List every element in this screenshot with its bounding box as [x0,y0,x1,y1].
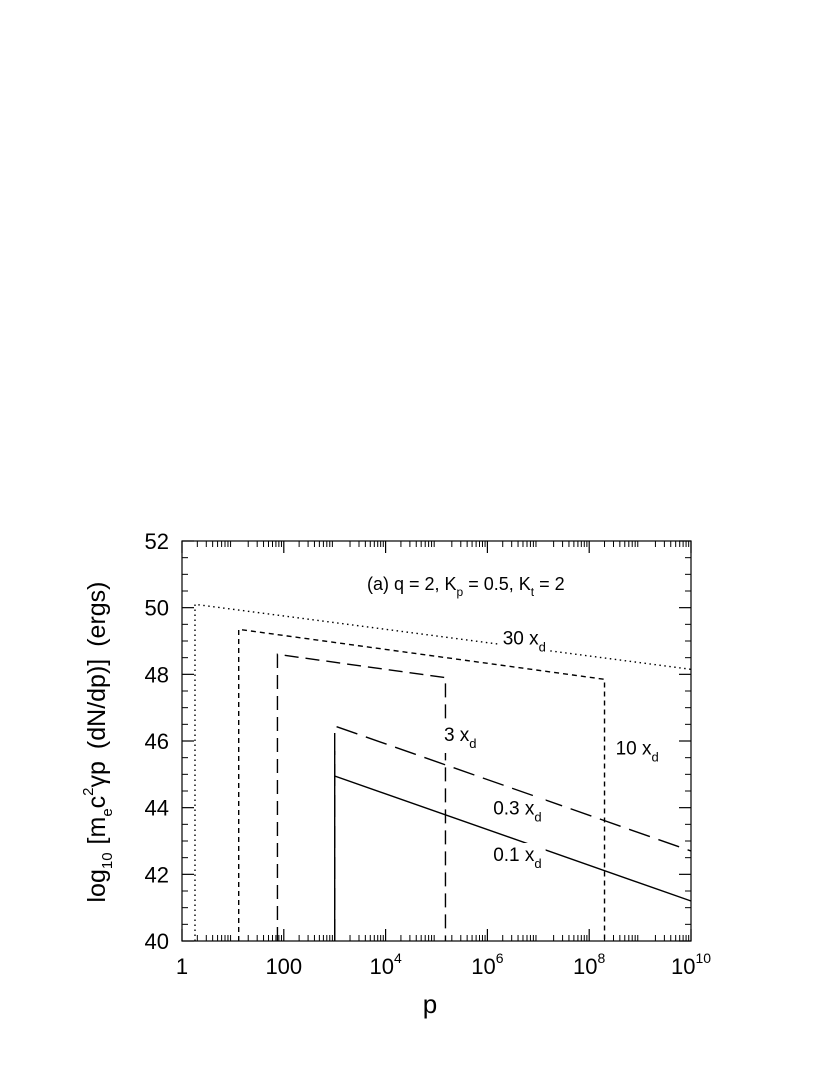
annotation-suffix: = 2 [534,574,565,594]
minor-ticks [182,541,691,941]
y-axis-label: log10 [mec2γp (dN/dp)] (ergs) [80,581,116,902]
series-label-bg [439,723,481,753]
y-tick-label: 40 [145,929,169,954]
y-tick-label: 42 [145,862,169,887]
y-tick-label: 52 [145,529,169,554]
y-label-log-sub: 10 [99,852,116,869]
y-label-units: (ergs) [83,581,111,646]
y-label-gamma-p: γp [83,761,111,787]
series-line-4 [194,603,692,941]
series-label-1: 0.3 xd [493,798,541,824]
x-tick-label: 104 [369,950,401,979]
x-tick-label: 1010 [671,950,711,979]
x-tick-label: 1 [176,954,188,979]
y-label-rest: (dN/dp)] [83,659,111,749]
series-label-bg [611,736,663,767]
annotation-kp-sub: p [457,585,464,599]
x-tick-label: 108 [573,950,605,979]
y-tick-label: 50 [145,596,169,621]
series-label-4: 30 xd [503,628,546,654]
annotation-prefix: (a) q = 2, K [367,574,457,594]
chart-annotation: (a) q = 2, Kp = 0.5, Kt = 2 [367,574,565,599]
plot-frame [181,540,692,942]
series-line-1 [334,725,692,941]
series-label-2: 3 xd [444,725,477,751]
series-line-2 [276,653,447,941]
series-label-bg [489,843,546,873]
series-label-3: 10 xd [616,738,659,764]
series-layer [194,603,692,941]
y-label-c: c [83,796,111,809]
series-label-bg [498,626,550,657]
tick-labels: 40 42 44 46 48 50 52 1 100 104 106 108 1010 [145,529,712,979]
series-label-0: 0.1 xd [493,845,541,871]
y-tick-label: 46 [145,729,169,754]
y-label-c-sup: 2 [80,787,97,795]
y-label-me-sub: e [99,808,116,816]
x-tick-label: 106 [471,950,503,979]
x-axis-label: p [423,989,437,1019]
x-tick-label: 100 [265,954,302,979]
y-tick-label: 48 [145,662,169,687]
annotation-mid: = 0.5, K [463,574,531,594]
y-label-log: log [83,869,111,902]
series-line-3 [238,628,606,941]
series-label-bg [489,796,546,827]
series-labels: 0.1 xd 0.3 xd 3 xd 10 xd 30 xd [439,626,663,873]
y-tick-label: 44 [145,796,169,821]
y-label-open: [m [83,817,111,845]
annotation-kt-sub: t [531,585,535,599]
